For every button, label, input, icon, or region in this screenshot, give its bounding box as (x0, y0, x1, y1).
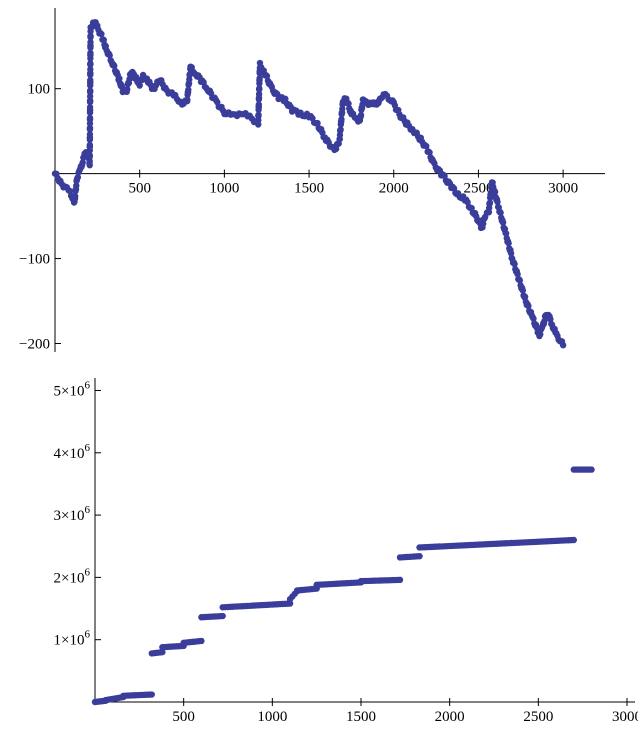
top-data-point (79, 159, 86, 166)
top-data-point (497, 209, 504, 216)
top-x-tick-label: 1500 (294, 181, 324, 197)
top-y-tick-label: −200 (19, 337, 50, 353)
bottom-data-point (159, 648, 166, 656)
top-data-point (111, 62, 118, 70)
bottom-y-tick-label: 1×106 (54, 629, 91, 649)
top-data-point (263, 72, 271, 80)
top-data-point (479, 220, 487, 227)
top-data-point (86, 87, 94, 94)
top-data-point (502, 230, 510, 237)
top-data-point (345, 100, 352, 107)
top-data-point (426, 149, 433, 156)
bottom-data-point (148, 691, 155, 698)
top-x-tick-label: 2000 (379, 181, 409, 197)
top-data-point (255, 101, 263, 108)
bottom-data-point (416, 553, 423, 560)
bottom-y-tick-label: 2×106 (54, 566, 91, 586)
top-data-point (98, 30, 105, 38)
top-data-point (86, 124, 94, 132)
top-data-point (86, 114, 94, 122)
top-data-point (136, 82, 143, 89)
top-data-point (423, 142, 430, 150)
top-data-point (74, 174, 82, 181)
top-data-point (525, 302, 532, 310)
top-data-point (314, 119, 321, 127)
top-data-point (499, 219, 507, 226)
bottom-data-point (396, 576, 404, 584)
top-x-tick-label: 3000 (548, 181, 578, 197)
bottom-x-tick-label: 1000 (257, 709, 287, 725)
top-data-point (256, 85, 263, 92)
bottom-data-point (570, 536, 577, 544)
top-x-tick-label: 500 (128, 181, 151, 197)
top-data-point (255, 111, 262, 118)
top-data-point (357, 111, 365, 119)
top-data-point (185, 86, 192, 93)
bottom-chart: 500 1000 1500 2000 2500 3000 1×106 2×106 3×106 4×… (54, 378, 638, 725)
top-data-point (541, 317, 548, 325)
top-data-point (87, 76, 94, 84)
bottom-data-point (198, 637, 205, 645)
top-data-point (106, 52, 113, 59)
bottom-x-tick-label: 3000 (612, 709, 638, 725)
top-data-point (86, 158, 93, 165)
top-data-point (86, 141, 94, 149)
top-data-point (486, 199, 494, 206)
top-data-point (86, 104, 94, 111)
top-x-tick-label: 1000 (209, 181, 239, 197)
bottom-x-tick-label: 2000 (435, 709, 465, 725)
bottom-y-tick-label: 3×106 (54, 504, 91, 524)
bottom-data-point (219, 612, 226, 620)
top-data-point (72, 193, 79, 200)
top-x-tick-label: 2500 (463, 181, 493, 197)
top-data-point (256, 75, 263, 82)
bottom-x-tick-label: 2500 (523, 709, 553, 725)
top-data-point (514, 270, 521, 278)
top-data-point (86, 93, 94, 100)
top-data-point (537, 331, 544, 338)
top-data-point (511, 260, 518, 268)
top-chart: 500 1000 1500 2000 2500 3000 100 −100 −200 (19, 8, 605, 353)
bottom-x-tick-label: 500 (172, 709, 195, 725)
top-data-point (87, 66, 94, 73)
top-data-point (521, 293, 529, 301)
top-data-point (87, 32, 94, 40)
top-data-point (73, 182, 80, 189)
bottom-y-tick-label: 5×106 (54, 379, 91, 399)
top-data-point (337, 126, 344, 133)
top-data-point (547, 316, 554, 323)
top-y-tick-label: −100 (19, 252, 50, 268)
top-data-point (87, 49, 94, 57)
top-data-point (184, 96, 191, 104)
bottom-y-tick-label: 4×106 (54, 442, 91, 462)
top-data-point (339, 105, 346, 113)
top-data-point (507, 250, 515, 257)
top-data-point (530, 315, 537, 322)
top-data-point (494, 198, 501, 206)
bottom-data-point (588, 466, 595, 473)
top-data-point (491, 188, 499, 196)
top-data-point (505, 240, 512, 247)
top-data-point (87, 60, 94, 67)
top-data-point (86, 152, 93, 159)
top-data-point (133, 74, 140, 81)
top-data-point (519, 287, 527, 294)
top-data-point (86, 131, 94, 138)
top-data-point (516, 277, 524, 284)
top-data-point (255, 90, 263, 98)
top-data-point (124, 86, 131, 93)
top-data-point (116, 75, 123, 82)
bottom-x-tick-label: 1500 (346, 709, 376, 725)
top-y-tick-label: 100 (28, 82, 51, 98)
top-data-point (559, 342, 567, 349)
top-data-point (338, 116, 345, 123)
top-data-point (87, 39, 94, 46)
